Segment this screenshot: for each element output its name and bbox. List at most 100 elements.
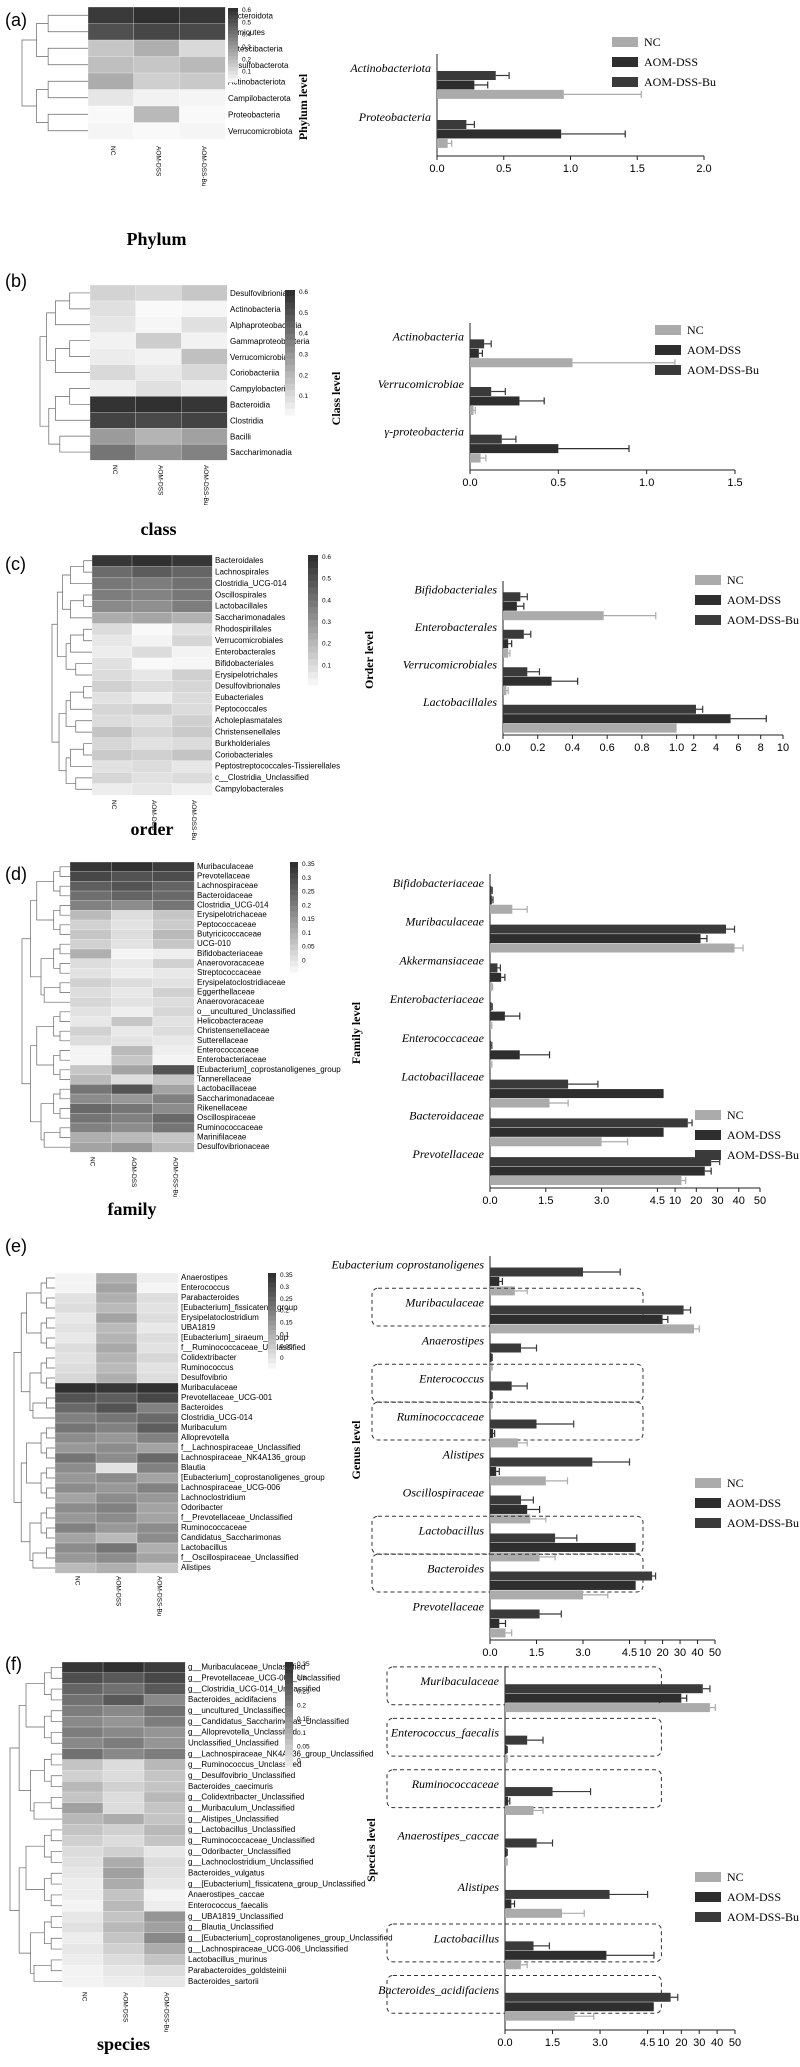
heatmap-row-label: Erysipelatoclostridiaceae <box>197 978 286 987</box>
heatmap-cell-desulfovibrionaceae-aom-dss-bu <box>152 1142 195 1153</box>
heatmap-cell-eubacterium-coprostanoligenes-group-aom-dss <box>95 1472 138 1484</box>
colorbar-tick-label: 0.05 <box>302 944 315 951</box>
colorbar-step <box>308 581 318 588</box>
heatmap-cell-odoribacter-nc <box>54 1502 97 1514</box>
dendrogram-branch <box>46 1357 55 1369</box>
heatmap-row-label: g__Alloprevotella_Unclassified <box>188 1728 297 1737</box>
dendrogram-branch <box>46 1487 55 1499</box>
colorbar-step <box>285 396 295 403</box>
dendrogram-branch <box>50 1851 62 1863</box>
legend-label: AOM-DSS <box>727 1890 781 1904</box>
heatmap-cell-desulfovibrionaceae-aom-dss <box>111 1142 154 1153</box>
dendrogram-branch <box>83 594 92 607</box>
heatmap-cell-ruminococcus-aom-dss-bu <box>136 1362 179 1374</box>
heatmap-cell-acholeplasmatales-aom-dss <box>131 714 173 727</box>
heatmap-cell-campylobacterales-aom-dss-bu <box>171 783 213 796</box>
heatmap-row-label: Lactobacillales <box>215 602 267 611</box>
colorbar-step <box>228 63 238 68</box>
legend-label: AOM-DSS-Bu <box>727 1516 799 1530</box>
highlight-box <box>386 1923 662 1963</box>
heatmap-cell-clostridia-ucg-014-aom-dss-bu <box>152 900 195 911</box>
heatmap-cell-g-colidextribacter-unclassified-nc <box>61 1791 104 1804</box>
colorbar-tick-label: 0.5 <box>322 576 331 583</box>
heatmap: AnaerostipesEnterococcusParabacteroides[… <box>54 1272 325 1617</box>
heatmap-cell-c-clostridia-unclassified-nc <box>91 771 133 785</box>
colorbar-step <box>290 961 298 967</box>
heatmap-cell-saccharimonadia-aom-dss <box>135 443 182 461</box>
bar-aom-dss-bu-prevotellaceae <box>490 1609 540 1619</box>
bar-aom-dss-enterococcaceae <box>490 1050 520 1060</box>
heatmap-cell-parabacteroides-nc <box>54 1292 97 1304</box>
heatmap-row-label: Bacteroides_caecimuris <box>188 1782 273 1791</box>
colorbar-step <box>228 59 238 64</box>
bar-aom-dss-muribaculaceae <box>490 934 701 944</box>
heatmap-cell-erysipelotrichaceae-aom-dss-bu <box>152 910 195 921</box>
heatmap-cell-g-lachnospiraceae-nk4a136-group-unclassified-nc <box>61 1748 104 1760</box>
dendrogram-branch <box>53 909 61 931</box>
heatmap-cell-eubacterium-coprostanoligenes-group-aom-dss-bu <box>152 1064 195 1076</box>
heatmap-row-label: Bacteroidota <box>228 12 273 21</box>
dendrogram-branch <box>46 1397 55 1409</box>
heatmap-cell-sutterellaceae-aom-dss <box>111 1035 154 1047</box>
dendrogram-branch <box>83 686 92 699</box>
heatmap-cell-verrucomicrobiales-aom-dss-bu <box>171 634 213 647</box>
heatmap-cell-bacteroides-acidifaciens-aom-dss-bu <box>143 1694 186 1706</box>
colorbar-step <box>290 922 298 929</box>
legend-swatch-aom-dss-bu <box>695 1912 721 1922</box>
dendrogram-branch <box>46 1317 55 1329</box>
bar-chart: 0.0 1.5 3.0 4.5 10 20 30 40 50 Family level Bifido… <box>349 874 766 1207</box>
heatmap-row-label: Parabacteroides <box>181 1293 239 1302</box>
bar-aom-dss-bifidobacteriaceae <box>490 895 492 905</box>
colorbar-step <box>268 1306 276 1312</box>
dendrogram-branch <box>50 1732 62 1744</box>
heatmap-row-label: Actinobacteriota <box>228 78 286 87</box>
colorbar-step <box>228 74 238 79</box>
heatmap-cell-colidextribacter-nc <box>54 1352 97 1364</box>
heatmap-row-label: Lactobacillaceae <box>197 1084 257 1093</box>
colorbar-tick-label: 0.4 <box>242 32 251 39</box>
heatmap-cell-g-blautia-unclassified-aom-dss <box>102 1921 145 1934</box>
heatmap-cell-bacteroides-caecimuris-aom-dss <box>102 1781 145 1793</box>
heatmap-row-label: Desulfovibrionales <box>215 682 280 691</box>
heatmap-cell-odoribacter-aom-dss-bu <box>136 1502 179 1514</box>
colorbar-step <box>290 928 298 934</box>
dendrogram-branch <box>51 623 60 743</box>
panel-letter: (c) <box>5 554 26 574</box>
bar-aom-dss-bu-ruminococcaceae <box>505 1787 553 1797</box>
heatmap-cell-f-lachnospiraceae-unclassified-aom-dss <box>95 1442 138 1454</box>
heatmap-cell-bifidobacteriales-aom-dss-bu <box>171 657 213 670</box>
heatmap-row-label: f__Prevotellaceae_Unclassified <box>181 1513 293 1522</box>
colorbar-step <box>285 1728 293 1734</box>
heatmap-row-label: Colidextribacter <box>181 1353 237 1362</box>
heatmap-cell-parabacteroides-goldsteinii-aom-dss-bu <box>143 1965 186 1977</box>
colorbar-step <box>285 321 295 328</box>
heatmap-cell-burkholderiales-aom-dss-bu <box>171 737 213 750</box>
category-label: Bacteroides <box>427 1562 484 1576</box>
heatmap-cell-g-ruminococcus-unclassified-nc <box>61 1759 104 1771</box>
colorbar-step <box>290 884 298 890</box>
x-tick-label: 0.5 <box>496 163 511 175</box>
bar-aom-dss-prevotellaceae <box>490 1166 705 1176</box>
category-label: Muribaculaceae <box>404 1296 484 1310</box>
heatmap-cell-eggerthellaceae-nc <box>69 987 112 998</box>
heatmap-cell-verrucomicrobiota-aom-dss <box>133 122 180 140</box>
heatmap-cell-bacteroidales-aom-dss-bu <box>171 554 213 567</box>
heatmap-cell-bacteroides-sartorii-aom-dss-bu <box>143 1976 186 1988</box>
heatmap-cell-saccharimonadaceae-aom-dss-bu <box>152 1093 195 1105</box>
heatmap: Desulfovibrionia Actinobacteria Alphaprote… <box>89 284 310 506</box>
y-axis-label: Family level <box>349 1001 363 1064</box>
dendrogram-branch <box>70 634 92 653</box>
dendrogram-branch <box>26 1442 42 1484</box>
heatmap-row-label: Enterobacterales <box>215 647 275 656</box>
bar-nc-bacteroidaceae <box>490 1137 602 1147</box>
colorbar-step <box>228 41 238 46</box>
heatmap-cell-g-uba1819-unclassified-aom-dss-bu <box>143 1911 186 1923</box>
heatmap-column-label: NC <box>111 465 118 475</box>
heatmap-cell-clostridia-aom-dss <box>135 412 182 429</box>
dendrogram-branch <box>70 691 92 710</box>
heatmap-column-label: AOM-DSS <box>157 465 164 496</box>
heatmap-cell-lachnospiraceae-nk4a136-group-aom-dss-bu <box>136 1452 179 1464</box>
bar-aom-dss-ruminococcaceae <box>505 1796 509 1806</box>
x-tick-label: 1.0 <box>563 163 578 175</box>
category-label: Ruminococcaceae <box>396 1410 485 1424</box>
